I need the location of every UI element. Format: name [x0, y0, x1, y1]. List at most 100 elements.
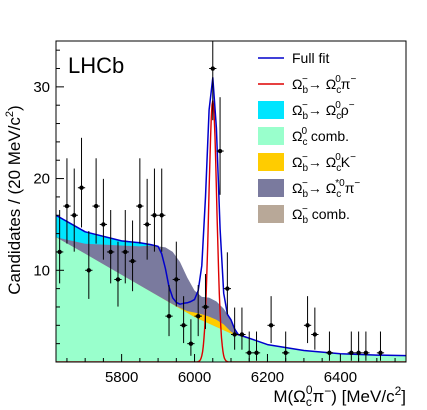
- data-point: [92, 158, 100, 244]
- data-marker: [137, 203, 143, 209]
- data-marker: [254, 350, 259, 356]
- stacked-component-areas: [56, 215, 406, 362]
- data-point: [223, 252, 231, 315]
- data-point: [107, 210, 115, 284]
- data-point: [238, 307, 246, 350]
- legend-label: Ωc0 comb.: [292, 126, 349, 148]
- legend-label: Ωb− comb.: [292, 204, 350, 226]
- data-point: [376, 331, 385, 361]
- legend-entry: Full fit: [258, 50, 329, 66]
- data-point: [179, 296, 188, 344]
- data-point: [63, 158, 71, 244]
- data-marker: [93, 203, 99, 209]
- fit-curves: [56, 76, 406, 362]
- x-tick-label: 6000: [178, 369, 211, 386]
- data-point: [99, 178, 108, 260]
- x-axis-label: M(Ωc0π−) [MeV/c2]: [273, 383, 406, 409]
- data-point: [136, 158, 144, 244]
- data-point: [282, 331, 290, 361]
- legend-label: Ωb−→ Ωc0K−: [292, 152, 356, 174]
- data-point: [267, 296, 275, 344]
- y-axis-label: Candidates / (20 MeV/c2): [4, 105, 24, 294]
- data-marker: [108, 249, 113, 255]
- data-point: [209, 41, 217, 121]
- y-tick-label: 30: [33, 79, 50, 96]
- x-tick-label: 5800: [105, 369, 138, 386]
- data-marker: [210, 66, 215, 71]
- y-tick-label: 10: [33, 262, 50, 279]
- data-point: [143, 178, 151, 260]
- data-marker: [203, 304, 208, 310]
- data-marker: [123, 249, 128, 255]
- data-marker: [130, 258, 135, 264]
- data-point: [121, 210, 129, 284]
- data-marker: [305, 323, 310, 328]
- data-marker: [188, 341, 194, 346]
- data-marker: [363, 350, 369, 356]
- data-point: [303, 296, 312, 344]
- data-points: [56, 41, 385, 361]
- legend-label: Ωb−→ Ωc0ρ−: [292, 100, 355, 122]
- data-marker: [101, 222, 106, 227]
- data-marker: [79, 185, 84, 190]
- legend-entry: Ωb−→ Ωc0K−: [258, 152, 356, 174]
- data-point: [245, 331, 253, 361]
- data-point: [70, 168, 78, 252]
- data-marker: [283, 350, 288, 356]
- data-point: [216, 97, 224, 195]
- data-marker: [247, 350, 252, 356]
- data-marker: [327, 350, 332, 356]
- data-marker: [217, 148, 223, 154]
- data-point: [114, 241, 122, 307]
- data-point: [77, 137, 86, 228]
- legend-label: Ωb−→ Ωc0π−: [292, 74, 356, 96]
- x-tick-label: 6400: [324, 369, 357, 386]
- legend-fill-swatch: [258, 153, 284, 171]
- legend: Full fit Ωb−→ Ωc0π− Ωb−→ Ωc0ρ− Ωc0 comb. Ωb−…: [258, 50, 360, 226]
- data-marker: [72, 213, 77, 218]
- data-point: [158, 168, 166, 252]
- legend-fill-swatch: [258, 127, 284, 145]
- data-point: [150, 168, 159, 252]
- data-marker: [195, 313, 201, 319]
- data-marker: [144, 222, 150, 227]
- legend-entry: Ωc0 comb.: [258, 126, 349, 148]
- legend-fill-swatch: [258, 205, 284, 223]
- curve-full-fit: [56, 76, 406, 357]
- data-point: [201, 273, 210, 329]
- data-marker: [86, 268, 92, 273]
- axes: 5800 6000 6200 6400 10 20 30: [33, 49, 396, 386]
- data-point: [347, 331, 355, 361]
- data-point: [354, 331, 363, 361]
- data-marker: [312, 332, 318, 337]
- data-marker: [159, 213, 164, 218]
- experiment-label: LHCb: [68, 53, 124, 78]
- data-marker: [232, 332, 237, 337]
- data-point: [194, 284, 202, 337]
- data-marker: [166, 313, 172, 319]
- data-marker: [356, 350, 361, 356]
- legend-label: Ωb−→ Ωc*0π−: [292, 178, 360, 200]
- y-tick-label: 20: [33, 171, 50, 188]
- data-point: [252, 331, 261, 361]
- legend-entry: Ωb−→ Ωc0π−: [258, 74, 356, 96]
- data-point: [165, 284, 173, 337]
- legend-entry: Ωb−→ Ωc*0π−: [258, 178, 360, 200]
- legend-fill-swatch: [258, 179, 284, 197]
- data-point: [362, 331, 370, 361]
- legend-entry: Ωb− comb.: [258, 204, 350, 226]
- data-point: [128, 220, 137, 292]
- x-tick-label: 6200: [251, 369, 284, 386]
- data-point: [231, 307, 239, 350]
- legend-label: Full fit: [292, 50, 329, 66]
- data-marker: [225, 286, 230, 291]
- legend-fill-swatch: [258, 101, 284, 119]
- data-point: [325, 331, 334, 361]
- data-point: [187, 319, 195, 356]
- area-omegac-comb: [56, 237, 406, 362]
- data-marker: [239, 332, 245, 337]
- data-marker: [181, 323, 186, 328]
- data-point: [85, 231, 93, 299]
- data-marker: [64, 203, 70, 209]
